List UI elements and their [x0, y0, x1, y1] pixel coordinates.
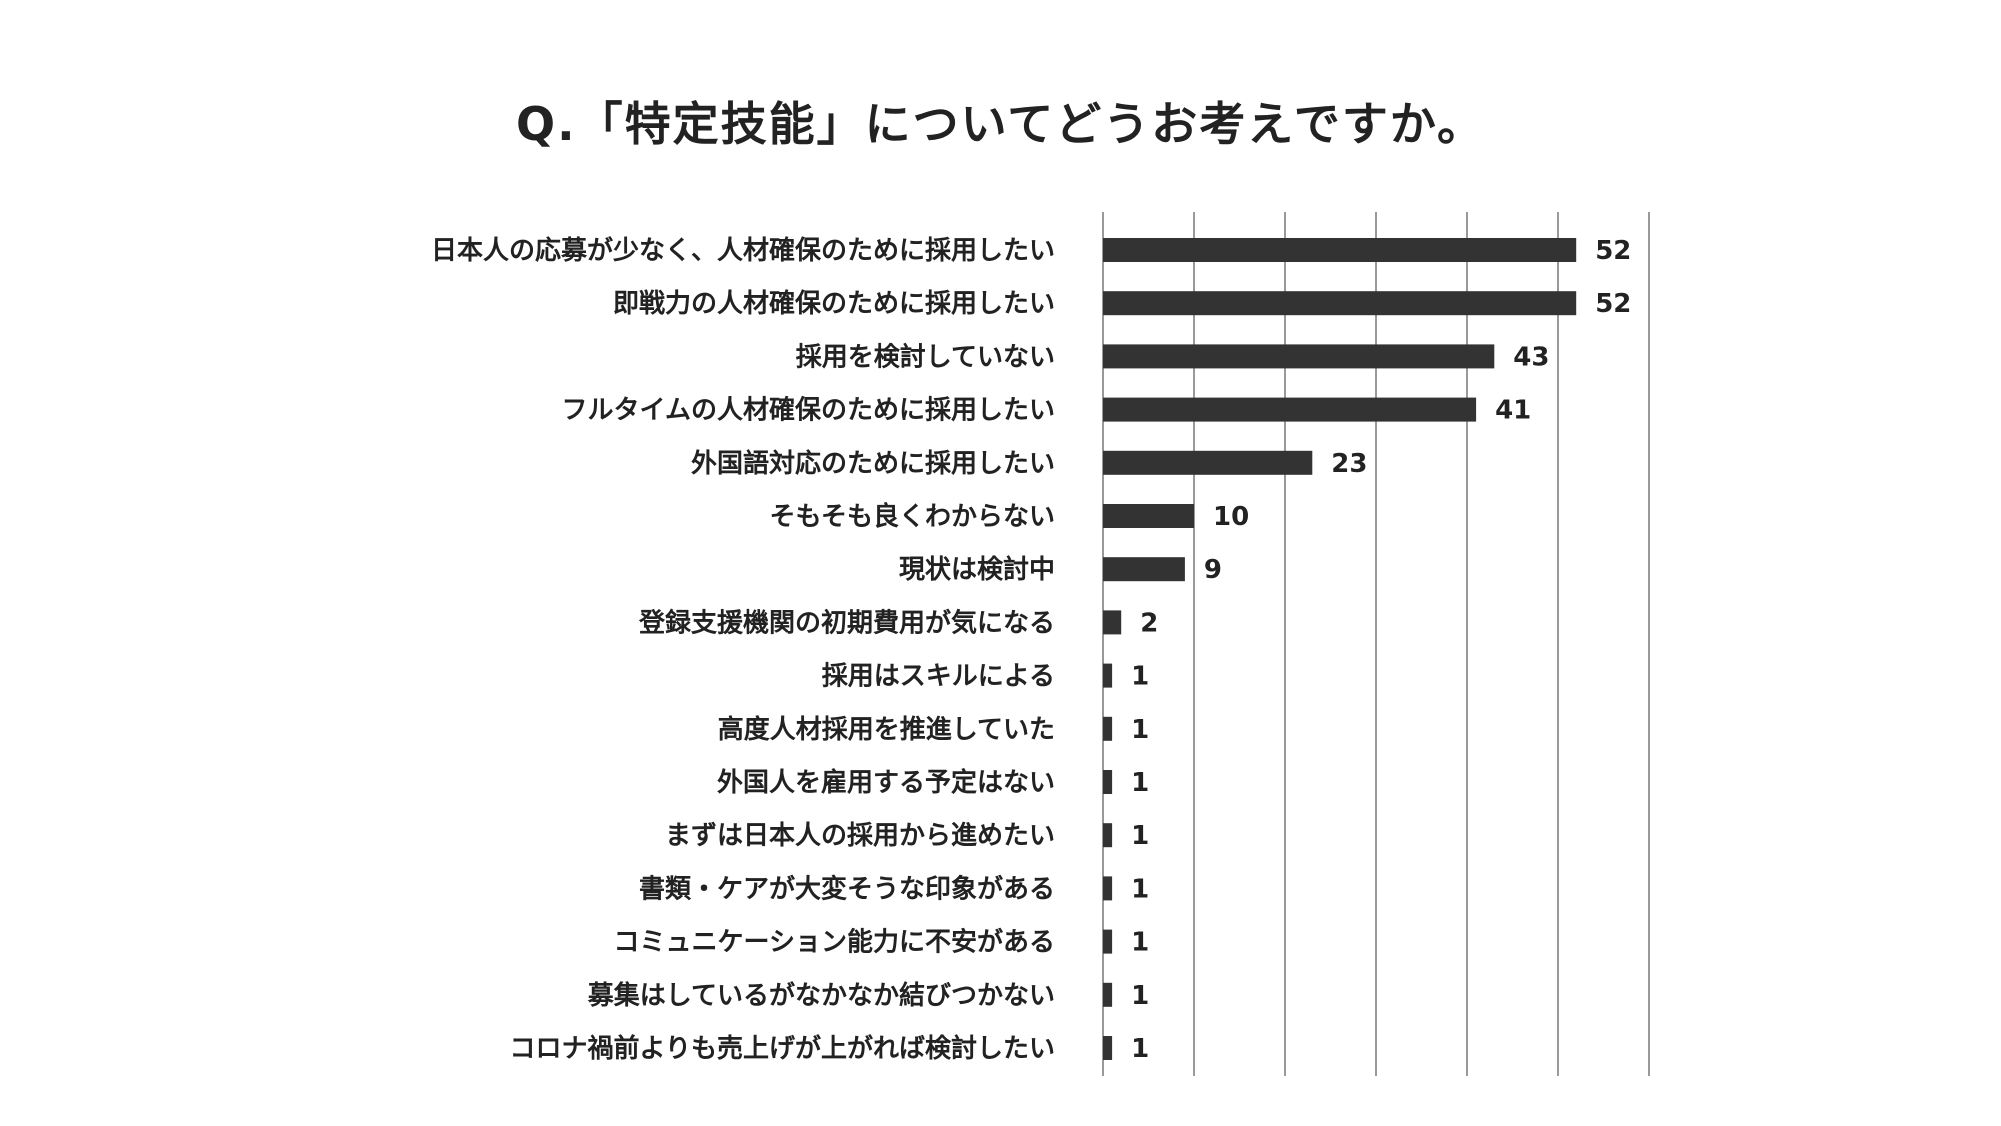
bar	[1103, 610, 1122, 635]
bar	[1103, 238, 1577, 262]
value-label: 10	[1213, 502, 1249, 532]
value-label: 43	[1513, 342, 1549, 372]
bar	[1103, 1036, 1113, 1060]
category-label: 書類・ケアが大変そうな印象がある	[639, 873, 1055, 904]
bar	[1103, 291, 1577, 316]
category-label: 採用はスキルによる	[822, 662, 1055, 692]
bar	[1103, 557, 1185, 582]
category-label: フルタイムの人材確保のために採用したい	[562, 395, 1055, 426]
category-label: コミュニケーション能力に不安がある	[614, 927, 1055, 958]
value-label: 1	[1131, 768, 1149, 798]
bar	[1103, 770, 1113, 794]
value-label: 1	[1131, 981, 1149, 1011]
bar	[1103, 929, 1113, 954]
value-label: 1	[1131, 1034, 1149, 1064]
bar	[1103, 397, 1477, 422]
bar	[1103, 876, 1113, 901]
value-label: 1	[1131, 662, 1149, 692]
value-label: 1	[1131, 821, 1149, 851]
value-label: 1	[1131, 715, 1149, 745]
category-label: 登録支援機関の初期費用が気になる	[638, 607, 1055, 638]
category-label: 採用を検討していない	[796, 341, 1055, 372]
category-label: 外国人を雇用する予定はない	[717, 767, 1055, 798]
category-label: 外国語対応のために採用したい	[691, 448, 1055, 479]
value-label: 52	[1595, 289, 1631, 319]
category-label: 現状は検討中	[899, 554, 1055, 585]
category-label: 即戦力の人材確保のために採用したい	[613, 288, 1055, 319]
bar	[1103, 450, 1313, 475]
category-label: まずは日本人の採用から進めたい	[665, 821, 1055, 851]
chart-title: Q.「特定技能」についてどうお考えですか。	[516, 97, 1485, 151]
value-label: 1	[1131, 874, 1149, 904]
value-label: 52	[1595, 236, 1631, 266]
bar	[1103, 344, 1495, 369]
bar	[1103, 504, 1194, 528]
category-label: 日本人の応募が少なく、人材確保のために採用したい	[431, 235, 1055, 266]
bar	[1103, 663, 1113, 688]
value-label: 23	[1331, 449, 1367, 479]
category-label: そもそも良くわからない	[770, 501, 1055, 532]
category-label: コロナ禍前よりも売上げが上がれば検討したい	[510, 1033, 1055, 1064]
category-label: 募集はしているがなかなか結びつかない	[587, 980, 1055, 1011]
bar	[1103, 982, 1113, 1007]
bar	[1103, 716, 1113, 741]
value-label: 1	[1131, 928, 1149, 958]
category-label: 高度人材採用を推進していた	[718, 714, 1055, 745]
value-label: 9	[1204, 555, 1222, 585]
value-label: 41	[1495, 396, 1531, 426]
bar	[1103, 823, 1113, 848]
value-label: 2	[1140, 608, 1158, 638]
